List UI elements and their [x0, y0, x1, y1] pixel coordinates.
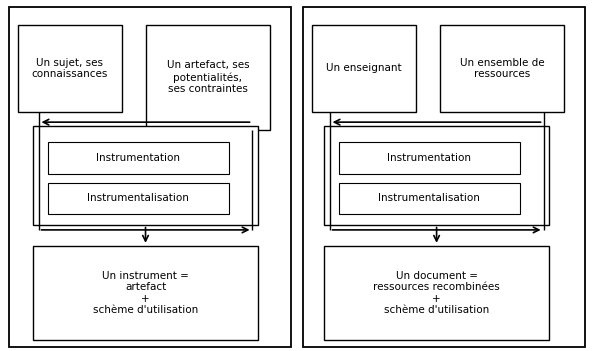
FancyBboxPatch shape	[303, 7, 585, 347]
Text: Instrumentalisation: Instrumentalisation	[87, 193, 189, 203]
FancyBboxPatch shape	[440, 25, 564, 112]
Text: Un instrument =
artefact
+
schème d'utilisation: Un instrument = artefact + schème d'util…	[93, 271, 198, 316]
FancyBboxPatch shape	[33, 246, 258, 340]
Text: Un sujet, ses
connaissances: Un sujet, ses connaissances	[31, 58, 108, 79]
FancyBboxPatch shape	[18, 25, 122, 112]
Text: Un artefact, ses
potentialités,
ses contraintes: Un artefact, ses potentialités, ses cont…	[166, 60, 249, 94]
FancyBboxPatch shape	[9, 7, 291, 347]
Text: Un ensemble de
ressources: Un ensemble de ressources	[460, 58, 544, 79]
Text: Un enseignant: Un enseignant	[326, 64, 402, 73]
Text: Instrumentation: Instrumentation	[387, 153, 471, 163]
FancyBboxPatch shape	[324, 246, 549, 340]
Text: Instrumentalisation: Instrumentalisation	[378, 193, 480, 203]
FancyBboxPatch shape	[339, 183, 520, 214]
FancyBboxPatch shape	[48, 142, 229, 174]
FancyBboxPatch shape	[33, 126, 258, 225]
FancyBboxPatch shape	[312, 25, 416, 112]
FancyBboxPatch shape	[48, 183, 229, 214]
FancyBboxPatch shape	[146, 25, 270, 130]
Text: Instrumentation: Instrumentation	[96, 153, 180, 163]
FancyBboxPatch shape	[324, 126, 549, 225]
FancyBboxPatch shape	[339, 142, 520, 174]
Text: Un document =
ressources recombinées
+
schème d'utilisation: Un document = ressources recombinées + s…	[373, 271, 500, 316]
